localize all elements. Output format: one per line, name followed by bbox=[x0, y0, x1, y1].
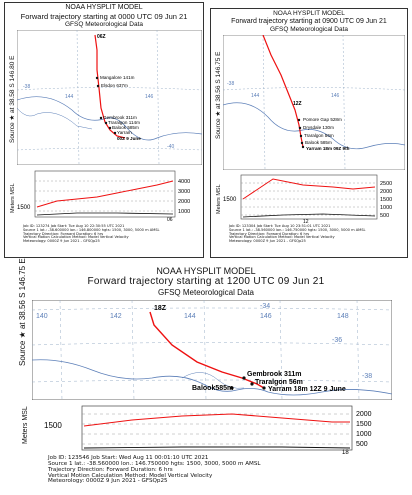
start-marker: 18Z bbox=[154, 305, 167, 312]
place-label: Traralgon 56m bbox=[255, 379, 303, 386]
place-label: Pomore Gap 528m bbox=[303, 117, 342, 122]
job-info: Job ID: 123274 Job Start: Tue Aug 10 22:… bbox=[23, 224, 160, 244]
grid-label: 144 bbox=[65, 94, 74, 100]
place-label: Elsdon 637m bbox=[101, 83, 128, 88]
grid-label: -38 bbox=[23, 84, 30, 90]
place-label: Yarram 18m 09Z 9th bbox=[306, 146, 350, 151]
panel-title: Forward trajectory starting at 1200 UTC … bbox=[87, 276, 325, 287]
job-info: Job ID: 123546 Job Start: Wed Aug 11 00:… bbox=[48, 455, 261, 485]
height-line bbox=[36, 180, 174, 208]
place-label: Balook 585m bbox=[112, 125, 139, 130]
trajectory-panel-0900utc: NOAA HYSPLIT MODEL Forward trajectory st… bbox=[210, 8, 408, 258]
height-tick: 2000 bbox=[356, 411, 372, 418]
height-tick: 2000 bbox=[380, 189, 392, 195]
trajectory-panel-0000utc: NOAA HYSPLIT MODEL Forward trajectory st… bbox=[4, 2, 204, 258]
trajectory-line bbox=[149, 311, 265, 389]
coastline bbox=[32, 359, 392, 396]
height-axis-label: Meters MSL bbox=[22, 406, 29, 444]
met-data-label: GFSQ Meteorological Data bbox=[269, 26, 349, 33]
height-axis-label: Meters MSL bbox=[10, 183, 16, 213]
grid-label: 146 bbox=[331, 93, 340, 99]
grid-label: 146 bbox=[145, 94, 154, 100]
height-profile: 1500 2500 2000 1500 1000 500 12 bbox=[223, 174, 392, 223]
grid-label: 148 bbox=[337, 313, 349, 320]
height-tick: 500 bbox=[380, 213, 389, 219]
time-tick: 18 bbox=[342, 450, 349, 454]
place-label: Traralgon 56m bbox=[304, 133, 334, 138]
height-profile: 1500 4000 3000 2000 1000 06 bbox=[17, 170, 190, 221]
start-height: 1500 bbox=[17, 205, 31, 211]
height-tick: 3000 bbox=[178, 189, 190, 195]
height-tick: 2500 bbox=[380, 181, 392, 187]
start-height: 1500 bbox=[44, 421, 62, 430]
met-data-label: GFSQ Meteorological Data bbox=[157, 288, 255, 297]
height-line bbox=[83, 413, 350, 427]
place-label: Yarram 18m 12Z 9 June bbox=[268, 386, 346, 393]
grid-label: -38 bbox=[362, 373, 372, 380]
model-name: NOAA HYSPLIT MODEL bbox=[156, 266, 256, 276]
panel-title: Forward trajectory starting at 0000 UTC … bbox=[20, 12, 188, 21]
place-label: Drysdale 130m bbox=[303, 125, 334, 130]
height-tick: 1500 bbox=[356, 421, 372, 428]
grid-label: 140 bbox=[36, 313, 48, 320]
grid-label: 144 bbox=[184, 313, 196, 320]
trajectory-map: 140 142 144 146 148 -34 -36 -38 18Z Gemb… bbox=[32, 300, 392, 400]
time-tick: 12 bbox=[303, 219, 309, 223]
grid-label: -40 bbox=[167, 144, 174, 150]
trajectory-map: 144 146 -38 12Z Pomore Gap 528m Drysdale… bbox=[223, 35, 405, 170]
height-line bbox=[242, 178, 376, 200]
source-label: Source ★ at 38.56 S 146.75 E bbox=[215, 51, 222, 140]
height-profile: 1500 2000 1500 1000 500 18 bbox=[44, 405, 372, 454]
place-label: Gembrook 311m bbox=[247, 371, 301, 378]
place-label: Balook585m bbox=[192, 385, 233, 392]
height-tick: 1000 bbox=[356, 431, 372, 438]
grid-label: 146 bbox=[260, 313, 272, 320]
place-label: 00Z 9 June bbox=[117, 136, 141, 141]
coastline bbox=[17, 96, 202, 141]
grid-label: -38 bbox=[227, 81, 234, 87]
place-label: Gembrook 311m bbox=[103, 115, 137, 120]
source-label: Source ★ at 38.58 S 146.80 E bbox=[9, 55, 16, 144]
panel-title: Forward trajectory starting at 0900 UTC … bbox=[231, 18, 387, 25]
place-label: Balook 585m bbox=[305, 140, 332, 145]
job-info: Job ID: 123304 Job Start: Tue Aug 10 23:… bbox=[229, 224, 366, 244]
place-label: Mangalore 141m bbox=[100, 75, 135, 80]
height-tick: 1000 bbox=[178, 209, 190, 215]
grid-label: -34 bbox=[260, 303, 270, 310]
place-label: Yarram bbox=[117, 130, 132, 135]
trajectory-panel-1200utc: NOAA HYSPLIT MODEL Forward trajectory st… bbox=[18, 258, 394, 491]
height-tick: 500 bbox=[356, 441, 368, 448]
height-tick: 1500 bbox=[380, 197, 392, 203]
height-tick: 1000 bbox=[380, 205, 392, 211]
height-tick: 4000 bbox=[178, 179, 190, 185]
time-tick: 06 bbox=[167, 217, 173, 221]
source-label: Source ★ at 38.56 S 146.75 E bbox=[18, 258, 27, 366]
model-name: NOAA HYSPLIT MODEL bbox=[65, 4, 143, 11]
start-marker: 12Z bbox=[293, 101, 302, 107]
coastline bbox=[223, 102, 405, 150]
grid-label: 144 bbox=[251, 93, 260, 99]
height-axis-label: Meters MSL bbox=[216, 184, 222, 214]
grid-label: 142 bbox=[110, 313, 122, 320]
place-label: Traralgon 114m bbox=[108, 120, 140, 125]
height-tick: 2000 bbox=[178, 199, 190, 205]
grid-label: -36 bbox=[332, 337, 342, 344]
trajectory-map: 144 146 -38 -40 06Z Mangalore 141m Elsdo… bbox=[17, 30, 202, 165]
met-data-label: GFSQ Meteorological Data bbox=[64, 21, 144, 28]
start-marker: 06Z bbox=[97, 34, 106, 40]
model-name: NOAA HYSPLIT MODEL bbox=[273, 10, 345, 17]
start-height: 1500 bbox=[223, 197, 237, 203]
